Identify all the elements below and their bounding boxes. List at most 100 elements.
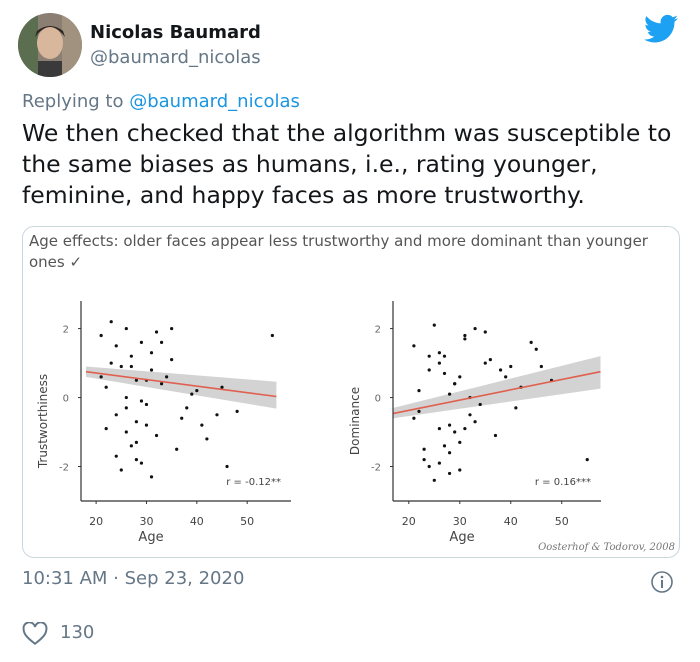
- data-point: [144, 402, 149, 407]
- data-point: [529, 340, 533, 344]
- data-point: [514, 406, 518, 410]
- data-point: [453, 382, 457, 386]
- data-point: [417, 389, 421, 393]
- data-point: [473, 420, 477, 424]
- data-point: [109, 361, 113, 365]
- data-point: [149, 351, 154, 355]
- info-icon[interactable]: [650, 570, 674, 594]
- data-point: [488, 358, 492, 362]
- data-point: [119, 468, 123, 472]
- data-point: [458, 440, 462, 444]
- x-tick-label: 30: [139, 515, 153, 528]
- data-point: [124, 430, 128, 434]
- data-point: [190, 392, 194, 396]
- reply-context: Replying to @baumard_nicolas: [22, 91, 300, 112]
- data-point: [170, 326, 174, 331]
- data-point: [215, 413, 219, 417]
- avatar[interactable]: [18, 13, 82, 77]
- data-point: [235, 409, 239, 413]
- data-point: [114, 344, 118, 348]
- data-point: [483, 361, 487, 365]
- twitter-logo[interactable]: [644, 14, 678, 44]
- annotation: r = -0.12**: [226, 477, 281, 488]
- data-point: [104, 426, 108, 431]
- data-point: [180, 416, 184, 420]
- x-tick-label: 50: [240, 515, 254, 528]
- x-tick-label: 40: [190, 515, 204, 528]
- data-point: [134, 378, 138, 382]
- tweet-text: We then checked that the algorithm was s…: [22, 119, 672, 209]
- like-icon[interactable]: [22, 622, 48, 646]
- data-point: [463, 337, 467, 341]
- data-point: [124, 395, 128, 400]
- data-point: [504, 375, 508, 379]
- y-tick-label: 2: [375, 325, 381, 336]
- data-point: [458, 375, 462, 379]
- data-point: [417, 409, 421, 413]
- data-point: [139, 340, 144, 344]
- data-point: [468, 413, 472, 417]
- data-point: [104, 385, 108, 389]
- data-point: [493, 433, 498, 438]
- x-tick-label: 40: [504, 515, 518, 528]
- y-axis-label: Dominance: [348, 387, 362, 455]
- y-tick-label: -2: [59, 463, 69, 474]
- data-point: [154, 330, 159, 334]
- data-point: [483, 330, 487, 334]
- data-point: [463, 426, 467, 431]
- data-point: [124, 406, 128, 410]
- data-point: [129, 364, 133, 369]
- tweet-image[interactable]: Age effects: older faces appear less tru…: [22, 226, 680, 558]
- like-count[interactable]: 130: [60, 622, 95, 643]
- data-point: [447, 423, 452, 427]
- x-tick-label: 20: [89, 515, 103, 528]
- data-point: [442, 371, 447, 376]
- data-point: [509, 364, 513, 369]
- data-point: [437, 426, 441, 431]
- data-point: [422, 458, 426, 462]
- data-point: [139, 399, 144, 403]
- timestamp[interactable]: 10:31 AM · Sep 23, 2020: [22, 568, 245, 589]
- data-point: [134, 458, 138, 462]
- data-point: [175, 447, 179, 451]
- data-point: [154, 433, 159, 438]
- reply-handle[interactable]: @baumard_nicolas: [129, 91, 300, 112]
- data-point: [159, 382, 164, 386]
- image-caption: Age effects: older faces appear less tru…: [29, 232, 648, 271]
- data-point: [134, 440, 138, 444]
- confidence-band: [86, 366, 277, 409]
- data-point: [432, 478, 436, 482]
- data-point: [165, 375, 169, 379]
- data-point: [129, 444, 133, 448]
- data-point: [437, 461, 441, 465]
- data-point: [114, 413, 118, 417]
- data-point: [473, 326, 477, 331]
- data-point: [478, 402, 482, 407]
- data-point: [139, 461, 144, 465]
- data-point: [447, 471, 452, 476]
- data-point: [458, 468, 462, 472]
- x-tick-label: 30: [453, 515, 467, 528]
- image-credit: Oosterhof & Todorov, 2008: [538, 542, 675, 553]
- reply-label: Replying to: [22, 91, 124, 112]
- author-name[interactable]: Nicolas Baumard: [90, 22, 261, 43]
- data-point: [412, 344, 416, 348]
- data-point: [498, 368, 503, 372]
- y-tick-label: -2: [371, 463, 381, 474]
- trend-line: [393, 370, 601, 415]
- data-point: [437, 351, 441, 355]
- x-axis-label: Age: [138, 530, 163, 545]
- x-axis-label: Age: [449, 530, 474, 545]
- y-tick-label: 2: [63, 325, 69, 336]
- data-point: [195, 389, 199, 393]
- data-point: [134, 420, 138, 424]
- author-handle[interactable]: @baumard_nicolas: [90, 47, 261, 68]
- data-point: [427, 354, 431, 358]
- data-point: [124, 326, 128, 331]
- y-tick-label: 0: [375, 394, 381, 405]
- data-point: [185, 406, 189, 410]
- data-point: [442, 354, 447, 358]
- data-point: [437, 361, 441, 365]
- data-point: [453, 430, 457, 434]
